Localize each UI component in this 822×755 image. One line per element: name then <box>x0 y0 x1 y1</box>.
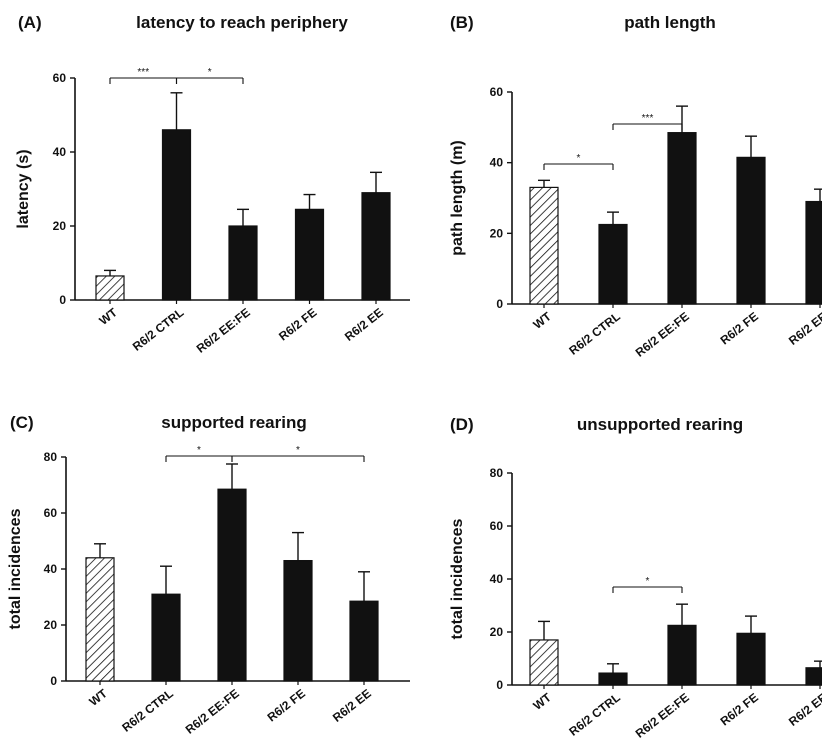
x-tick-label: WT <box>531 690 555 713</box>
x-tick-label: R6/2 EE <box>342 305 386 344</box>
bar <box>161 129 192 301</box>
panel-letter: (D) <box>450 415 474 434</box>
bar <box>598 223 628 305</box>
y-tick-label: 60 <box>490 85 504 99</box>
bar <box>349 600 379 682</box>
x-tick-label: WT <box>87 686 111 709</box>
y-axis-label: latency (s) <box>15 149 32 228</box>
chart-title: unsupported rearing <box>577 415 743 434</box>
panel-letter: (C) <box>10 413 34 432</box>
y-tick-label: 40 <box>53 145 67 159</box>
y-tick-label: 0 <box>496 678 503 692</box>
bar <box>217 488 247 682</box>
x-tick-label: WT <box>531 309 555 332</box>
chart-title: latency to reach periphery <box>136 13 348 32</box>
x-tick-label: R6/2 CTRL <box>119 686 175 734</box>
y-tick-label: 0 <box>59 293 66 307</box>
significance-label: * <box>197 445 201 456</box>
bar <box>151 593 181 682</box>
x-tick-label: R6/2 CTRL <box>130 305 186 353</box>
y-axis-label: total incidences <box>7 508 24 629</box>
bar <box>736 632 766 686</box>
bar <box>228 225 258 301</box>
bar <box>294 208 325 301</box>
significance-label: * <box>646 576 650 587</box>
y-tick-label: 60 <box>490 519 504 533</box>
bar-hatched <box>529 186 559 305</box>
bar <box>667 132 697 305</box>
y-tick-label: 60 <box>44 506 58 520</box>
x-tick-label: R6/2 CTRL <box>566 690 622 738</box>
y-tick-label: 80 <box>490 466 504 480</box>
x-tick-label: R6/2 FE <box>276 305 319 343</box>
x-tick-label: R6/2 FE <box>718 309 761 347</box>
y-tick-label: 40 <box>490 572 504 586</box>
y-tick-label: 20 <box>53 219 67 233</box>
significance-label: * <box>577 153 581 164</box>
y-axis-label: total incidences <box>449 518 466 639</box>
bar <box>598 672 628 686</box>
y-tick-label: 20 <box>490 226 504 240</box>
y-tick-label: 0 <box>496 297 503 311</box>
bar <box>805 200 822 305</box>
y-axis-label: path length (m) <box>449 140 466 256</box>
x-tick-label: R6/2 EE:FE <box>633 690 692 740</box>
panel-letter: (B) <box>450 13 474 32</box>
bar <box>361 192 391 301</box>
bar-hatched <box>95 275 125 301</box>
panel-letter: (A) <box>18 13 42 32</box>
y-tick-label: 20 <box>44 618 58 632</box>
y-tick-label: 0 <box>50 674 57 688</box>
bar <box>667 624 697 686</box>
x-tick-label: R6/2 EE:FE <box>183 686 242 736</box>
x-tick-label: R6/2 EE <box>786 690 822 729</box>
significance-label: *** <box>642 113 654 124</box>
x-tick-label: R6/2 EE:FE <box>633 309 692 359</box>
bar-hatched <box>529 639 559 686</box>
x-tick-label: R6/2 CTRL <box>566 309 622 357</box>
x-tick-label: WT <box>97 305 121 328</box>
bar-hatched <box>85 557 115 682</box>
chart-title: supported rearing <box>161 413 306 432</box>
significance-label: * <box>296 445 300 456</box>
bar <box>283 559 313 682</box>
significance-label: * <box>208 67 212 78</box>
x-tick-label: R6/2 EE:FE <box>194 305 253 355</box>
y-tick-label: 60 <box>53 71 67 85</box>
x-tick-label: R6/2 EE <box>330 686 374 725</box>
x-tick-label: R6/2 EE <box>786 309 822 348</box>
significance-label: *** <box>137 67 149 78</box>
x-tick-label: R6/2 FE <box>265 686 308 724</box>
x-tick-label: R6/2 FE <box>718 690 761 728</box>
bar <box>736 156 766 305</box>
y-tick-label: 40 <box>44 562 58 576</box>
chart-title: path length <box>624 13 716 32</box>
y-tick-label: 40 <box>490 156 504 170</box>
bar <box>805 667 822 686</box>
y-tick-label: 20 <box>490 625 504 639</box>
y-tick-label: 80 <box>44 450 58 464</box>
